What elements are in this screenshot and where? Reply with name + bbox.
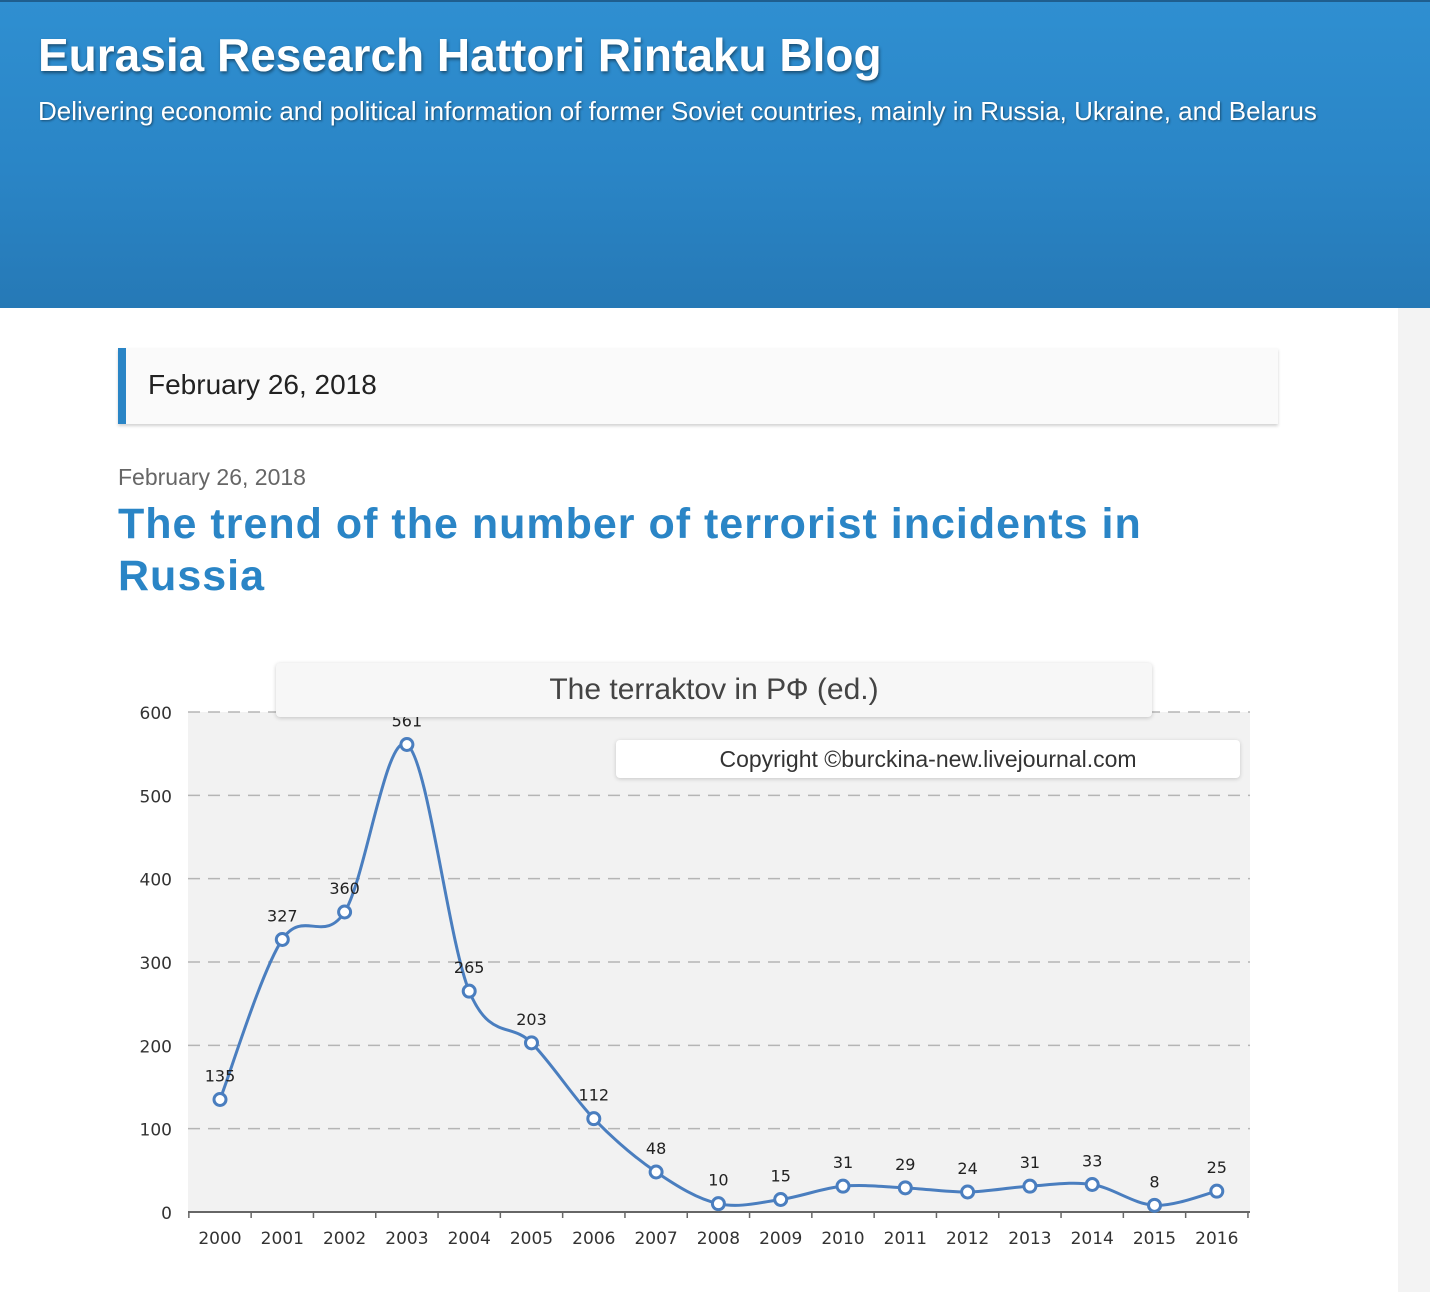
data-label: 135	[205, 1067, 236, 1086]
x-tick-label: 2014	[1071, 1229, 1114, 1249]
data-point	[524, 1035, 539, 1051]
data-label: 15	[771, 1167, 791, 1186]
data-label: 112	[579, 1086, 610, 1105]
y-tick-label: 400	[140, 871, 172, 891]
x-tick-label: 2009	[759, 1229, 802, 1249]
data-label: 33	[1082, 1152, 1102, 1171]
data-label: 31	[1020, 1153, 1040, 1172]
date-header-text: February 26, 2018	[148, 369, 377, 400]
y-tick-label: 200	[140, 1037, 172, 1057]
x-tick-label: 2004	[448, 1229, 491, 1249]
data-label: 327	[267, 907, 298, 926]
y-tick-label: 0	[161, 1204, 172, 1224]
data-label: 10	[708, 1171, 728, 1190]
blog-description: Delivering economic and political inform…	[38, 96, 1317, 126]
data-point	[274, 932, 290, 947]
data-label: 24	[957, 1159, 977, 1178]
chart-copyright: Copyright ©burckina-new.livejournal.com	[616, 740, 1240, 778]
x-tick-label: 2013	[1008, 1229, 1051, 1249]
data-point	[399, 737, 415, 752]
x-tick-label: 2001	[261, 1229, 304, 1249]
blog-title[interactable]: Eurasia Research Hattori Rintaku Blog	[38, 29, 882, 81]
data-point	[1209, 1183, 1225, 1199]
date-header: February 26, 2018	[118, 348, 1278, 424]
data-label: 265	[454, 958, 485, 977]
line-chart: 0 100 200 300 400 500 600 2000 2001 2002 2003 2004 2…	[140, 704, 1250, 1249]
x-tick-label: 2003	[385, 1229, 428, 1249]
y-tick-label: 300	[140, 954, 172, 974]
x-tick-label: 2007	[634, 1229, 677, 1249]
data-label: 360	[329, 879, 360, 898]
data-label: 8	[1149, 1172, 1159, 1191]
blog-header: Eurasia Research Hattori Rintaku Blog De…	[0, 0, 1430, 308]
y-tick-label: 500	[140, 787, 172, 807]
data-label: 25	[1207, 1158, 1227, 1177]
data-point	[337, 904, 353, 920]
x-tick-label: 2011	[884, 1229, 927, 1249]
x-tick-label: 2005	[510, 1229, 553, 1249]
x-tick-label: 2006	[572, 1229, 615, 1249]
data-point	[1147, 1197, 1162, 1213]
data-label: 203	[516, 1010, 547, 1029]
data-point	[1084, 1177, 1100, 1192]
data-point	[773, 1192, 789, 1207]
post-title-link[interactable]: The trend of the number of terrorist inc…	[118, 500, 1142, 600]
x-tick-label: 2016	[1195, 1229, 1238, 1249]
data-point	[461, 983, 477, 999]
sidebar-rail	[1398, 308, 1430, 1292]
chart-title: The terraktov in РФ (ed.)	[276, 663, 1152, 717]
data-point	[710, 1196, 726, 1212]
post-date: February 26, 2018	[118, 464, 306, 490]
data-label: 48	[646, 1139, 666, 1158]
post-title: The trend of the number of terrorist inc…	[118, 498, 1248, 602]
chart-image: 0 100 200 300 400 500 600 2000 2001 2002 2003 2004 2…	[120, 650, 1270, 1270]
x-tick-label: 2012	[946, 1229, 989, 1249]
y-tick-label: 600	[140, 704, 172, 724]
data-point	[648, 1164, 664, 1180]
x-tick-label: 2002	[323, 1229, 366, 1249]
x-tick-label: 2015	[1133, 1229, 1176, 1249]
data-label: 29	[895, 1155, 915, 1174]
data-point	[835, 1178, 851, 1194]
x-tick-label: 2000	[198, 1229, 241, 1249]
y-tick-label: 100	[140, 1121, 172, 1141]
x-tick-label: 2008	[697, 1229, 740, 1249]
data-point	[1022, 1178, 1038, 1194]
data-point	[897, 1180, 913, 1196]
data-point	[212, 1092, 228, 1107]
x-tick-label: 2010	[821, 1229, 864, 1249]
data-point	[960, 1184, 976, 1200]
data-label: 31	[833, 1153, 853, 1172]
data-point	[586, 1111, 602, 1127]
